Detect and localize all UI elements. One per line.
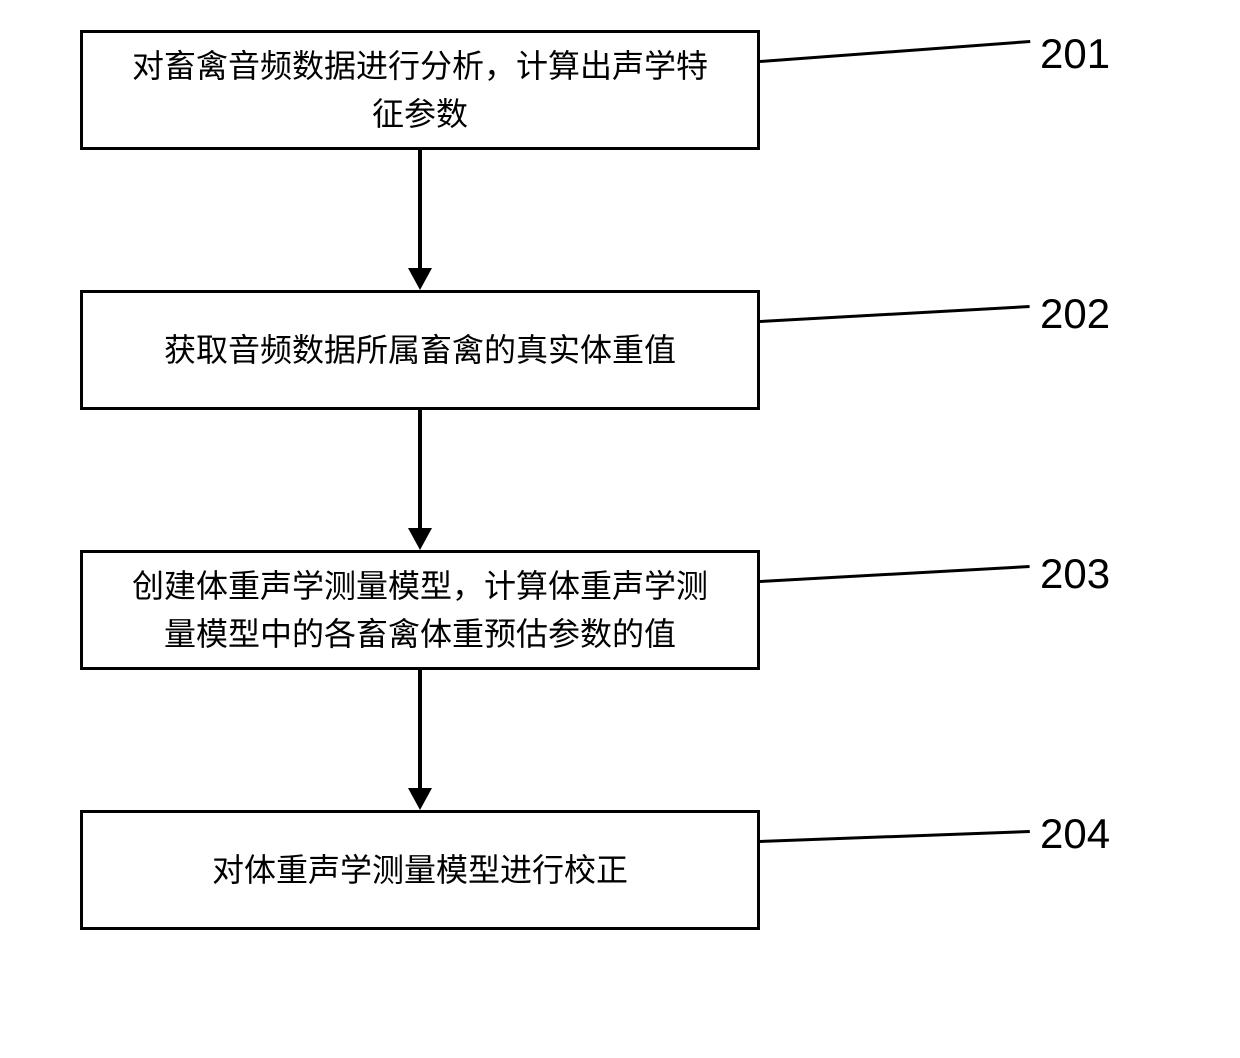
leader-line-3	[760, 565, 1030, 583]
leader-line-1	[760, 40, 1030, 63]
node-text: 对体重声学测量模型进行校正	[212, 846, 628, 894]
leader-line-4	[760, 830, 1030, 843]
arrow-head-2	[408, 528, 432, 550]
arrow-head-3	[408, 788, 432, 810]
node-label-1: 201	[1040, 30, 1110, 78]
arrow-1	[418, 150, 422, 268]
flowchart-node-2: 获取音频数据所属畜禽的真实体重值	[80, 290, 760, 410]
node-label-4: 204	[1040, 810, 1110, 858]
flowchart-node-1: 对畜禽音频数据进行分析，计算出声学特征参数	[80, 30, 760, 150]
arrow-2	[418, 410, 422, 528]
flowchart-node-3: 创建体重声学测量模型，计算体重声学测量模型中的各畜禽体重预估参数的值	[80, 550, 760, 670]
node-label-2: 202	[1040, 290, 1110, 338]
node-text: 获取音频数据所属畜禽的真实体重值	[164, 326, 676, 374]
leader-line-2	[760, 305, 1030, 323]
arrow-head-1	[408, 268, 432, 290]
node-text: 对畜禽音频数据进行分析，计算出声学特征参数	[132, 42, 708, 138]
node-label-3: 203	[1040, 550, 1110, 598]
arrow-3	[418, 670, 422, 788]
node-text: 创建体重声学测量模型，计算体重声学测量模型中的各畜禽体重预估参数的值	[132, 562, 708, 658]
flowchart-node-4: 对体重声学测量模型进行校正	[80, 810, 760, 930]
